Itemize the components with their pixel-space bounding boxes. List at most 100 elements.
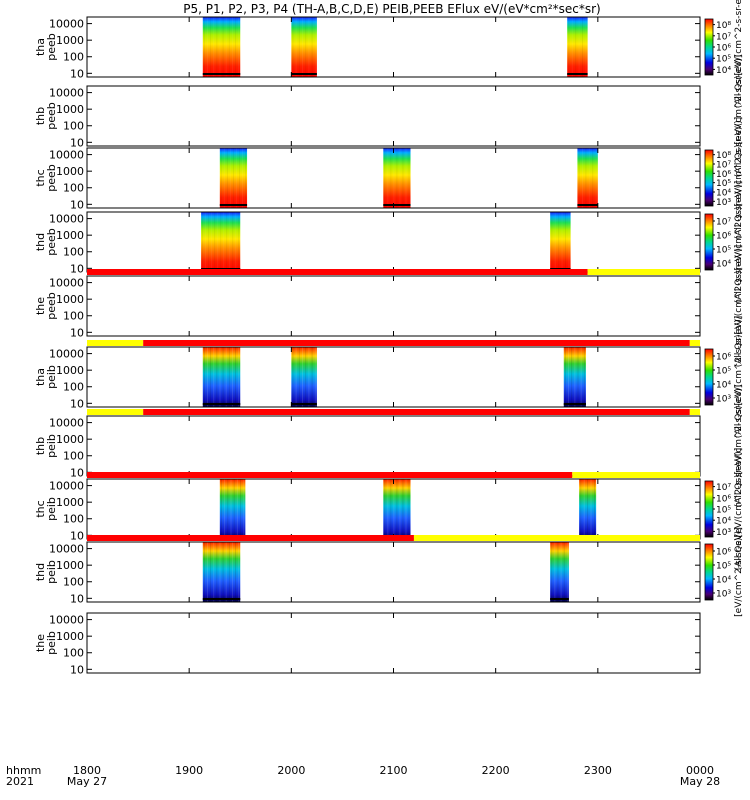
flag-segment-red <box>143 340 690 346</box>
y-tick-label: 10 <box>70 592 84 605</box>
panel-y-label: peeb <box>45 164 58 192</box>
x-axis-label-line2: 2021 <box>6 775 34 788</box>
colorbar-unit-label: (All Qs)[eV/(cm^2-s-sr-eV)] <box>734 181 744 304</box>
colorbar-tick-label: 10⁷ <box>716 32 731 42</box>
block-low-edge <box>563 403 586 405</box>
y-tick-label: 100 <box>63 310 84 323</box>
flag-segment-red <box>87 269 588 275</box>
y-tick-label: 100 <box>63 647 84 660</box>
y-tick-label: 1000 <box>56 103 84 116</box>
y-tick-label: 10 <box>70 198 84 211</box>
spectrogram-block <box>563 347 586 407</box>
spectrogram-block <box>291 17 317 77</box>
y-tick-label: 100 <box>63 450 84 463</box>
y-tick-label: 100 <box>63 120 84 133</box>
spectrogram-block <box>579 479 597 539</box>
panel-y-label: the <box>34 297 47 315</box>
y-tick-label: 10000 <box>49 417 84 430</box>
spectrogram-block <box>219 479 246 539</box>
y-tick-label: 100 <box>63 576 84 589</box>
colorbar <box>704 543 714 601</box>
colorbar-tick-label: 10³ <box>716 395 731 405</box>
colorbar <box>704 149 714 207</box>
colorbar <box>704 348 714 406</box>
panel-y-label: the <box>34 634 47 652</box>
panel-y-label: peeb <box>45 33 58 61</box>
y-tick-label: 1000 <box>56 630 84 643</box>
y-tick-label: 10000 <box>49 348 84 361</box>
colorbar-unit-label: (All Qs)[eV/(cm^2-s-sr-eV)] <box>734 316 744 439</box>
y-tick-label: 10000 <box>49 277 84 290</box>
y-tick-label: 10 <box>70 67 84 80</box>
y-tick-label: 100 <box>63 182 84 195</box>
block-low-edge <box>291 403 317 405</box>
flag-segment-yellow <box>689 409 700 415</box>
x-tick-label: 0000 <box>686 764 714 777</box>
colorbar-unit-label: (All Qs)[eV/(cm^2-s-sr-eV)] <box>734 0 744 108</box>
flag-segment-yellow <box>572 472 700 478</box>
x-tick-label: 2100 <box>380 764 408 777</box>
y-tick-label: 10000 <box>49 18 84 31</box>
colorbar-tick-label: 10⁶ <box>716 353 731 363</box>
y-tick-label: 10 <box>70 262 84 275</box>
colorbar-tick-label: 10⁶ <box>716 170 731 180</box>
spectrogram-block <box>577 148 598 208</box>
panel-y-label: tha <box>34 38 47 56</box>
colorbar-tick-label: 10⁴ <box>716 189 731 199</box>
block-low-edge <box>202 598 241 600</box>
y-tick-label: 10 <box>70 136 84 149</box>
spectrogram-block <box>383 148 411 208</box>
panel-frame <box>86 541 701 603</box>
spectrogram-block <box>383 479 411 539</box>
x-tick-label: 2200 <box>482 764 510 777</box>
panel-frame <box>86 346 701 408</box>
flag-segment-yellow <box>587 269 700 275</box>
spectrogram-block <box>550 542 569 602</box>
colorbar-tick-label: 10³ <box>716 590 731 600</box>
y-tick-label: 1000 <box>56 496 84 509</box>
colorbar <box>704 213 714 271</box>
panel-y-label: peib <box>45 497 58 521</box>
y-tick-label: 10000 <box>49 213 84 226</box>
colorbar-unit-label: [eV/(cm^2-s-sr-eV)] <box>734 527 744 617</box>
colorbar-tick-label: 10⁴ <box>716 260 731 270</box>
spectrogram-block <box>202 542 241 602</box>
colorbar-tick-label: 10⁴ <box>716 381 731 391</box>
panel-y-label: thb <box>34 107 47 125</box>
y-tick-label: 10000 <box>49 614 84 627</box>
x-tick-date: May 28 <box>680 775 720 788</box>
panel-y-label: peib <box>45 365 58 389</box>
colorbar-unit-label: (All Qs)[eV/(cm^2-s-sr-eV)] <box>734 245 744 368</box>
panel-frame <box>86 211 701 273</box>
colorbar-tick-label: 10⁵ <box>716 179 731 189</box>
y-tick-label: 10 <box>70 529 84 542</box>
colorbar-tick-label: 10⁶ <box>716 548 731 558</box>
spectrogram-block <box>201 212 241 272</box>
colorbar-tick-label: 10⁸ <box>716 151 731 161</box>
panel-y-label: peeb <box>45 228 58 256</box>
flag-segment-yellow <box>689 340 700 346</box>
panel-frame <box>86 612 701 674</box>
colorbar-unit-label: (All Qs)[eV/(cm^2-s-sr-eV)] <box>734 448 744 571</box>
x-tick-label: 1800 <box>73 764 101 777</box>
panel-frame <box>86 85 701 147</box>
panel-y-label: peib <box>45 631 58 655</box>
block-low-edge <box>550 598 569 600</box>
y-tick-label: 1000 <box>56 364 84 377</box>
colorbar-tick-label: 10⁵ <box>716 246 731 256</box>
colorbar-tick-label: 10⁵ <box>716 367 731 377</box>
y-tick-label: 100 <box>63 381 84 394</box>
flag-segment-red <box>87 472 573 478</box>
flag-segment-red <box>87 535 414 541</box>
colorbar-tick-label: 10⁷ <box>716 218 731 228</box>
figure-title: P5, P1, P2, P3, P4 (TH-A,B,C,D,E) PEIB,P… <box>183 2 600 16</box>
flag-segment-yellow <box>413 535 700 541</box>
colorbar-tick-label: 10³ <box>716 198 731 208</box>
